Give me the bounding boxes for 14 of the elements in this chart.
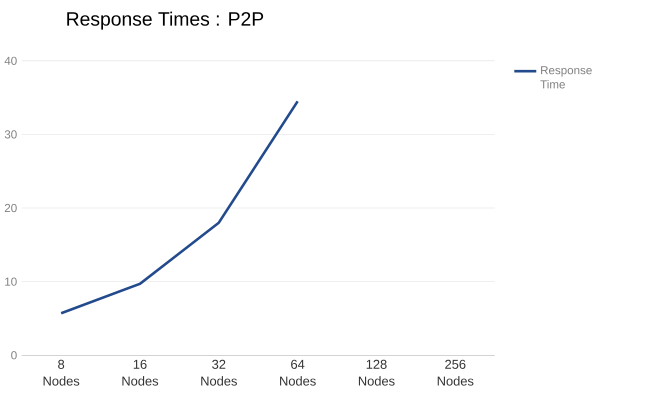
y-tick-label: 40	[4, 56, 17, 66]
line-series	[60, 100, 299, 315]
chart-title: Response Times : P2P	[67, 12, 264, 30]
x-tick-label: 128 Nodes	[358, 360, 395, 386]
y-tick-label: 20	[4, 204, 17, 212]
y-tick-label: 10	[5, 278, 17, 286]
legend-label: Response Time	[540, 66, 592, 89]
x-tick-label: 16 Nodes	[122, 360, 158, 386]
y-tick-label: 0	[11, 351, 17, 360]
x-tick-label: 256 Nodes	[438, 360, 474, 386]
x-tick-label: 64 Nodes	[280, 360, 316, 386]
x-tick-label: 8 Nodes	[44, 360, 80, 386]
y-tick-label: 30	[4, 130, 17, 139]
x-tick-label: 32 Nodes	[201, 360, 237, 386]
